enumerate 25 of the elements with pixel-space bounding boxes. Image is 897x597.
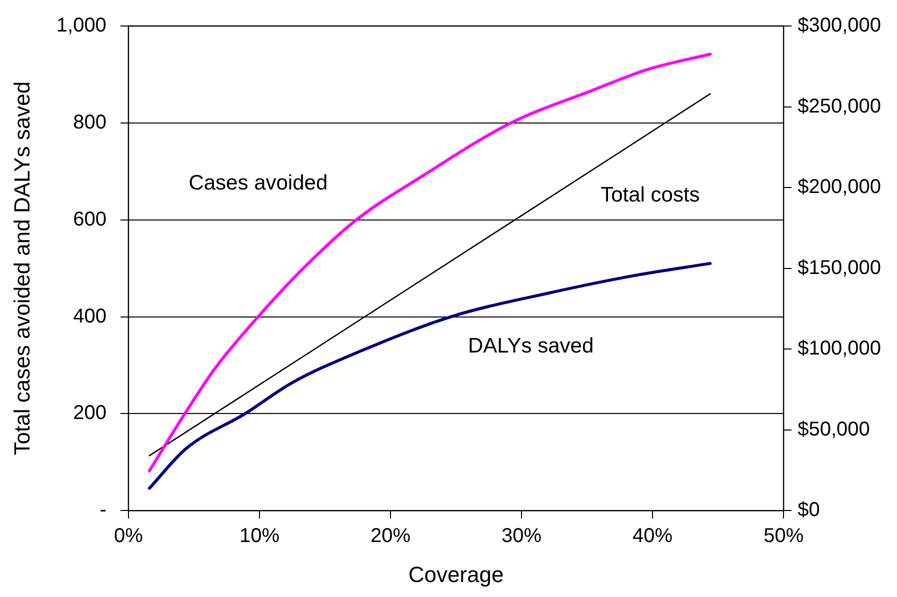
x-tick-label: 50% bbox=[764, 525, 804, 548]
y2-tick-label: $300,000 bbox=[798, 14, 882, 37]
series-label: Total costs bbox=[600, 184, 700, 207]
x-axis-title: Coverage bbox=[408, 562, 504, 587]
y-tick-label: 1,000 bbox=[56, 14, 106, 37]
y-tick-label: 600 bbox=[73, 208, 106, 230]
y2-tick-label: $150,000 bbox=[798, 256, 882, 279]
y-tick-label: - bbox=[100, 499, 106, 522]
series-label: DALYs saved bbox=[468, 334, 594, 358]
x-tick-label: 10% bbox=[239, 525, 280, 548]
x-tick-label: 0% bbox=[114, 525, 144, 548]
y-tick-label: 800 bbox=[73, 111, 106, 134]
x-tick-label: 20% bbox=[370, 525, 411, 548]
x-tick-label: 30% bbox=[502, 525, 542, 548]
y2-tick-label: $250,000 bbox=[798, 95, 882, 118]
y2-tick-label: $200,000 bbox=[798, 176, 882, 198]
y2-tick-label: $0 bbox=[798, 499, 820, 522]
x-tick-label: 40% bbox=[632, 525, 673, 548]
y-tick-label: 400 bbox=[73, 305, 106, 328]
y-tick-label: 200 bbox=[73, 402, 106, 424]
line-series bbox=[148, 262, 712, 490]
series-label: Cases avoided bbox=[188, 172, 328, 195]
y2-tick-label: $100,000 bbox=[798, 338, 882, 360]
y-axis-title: Total cases avoided and DALYs saved bbox=[9, 81, 34, 456]
y2-tick-label: $50,000 bbox=[798, 418, 870, 440]
